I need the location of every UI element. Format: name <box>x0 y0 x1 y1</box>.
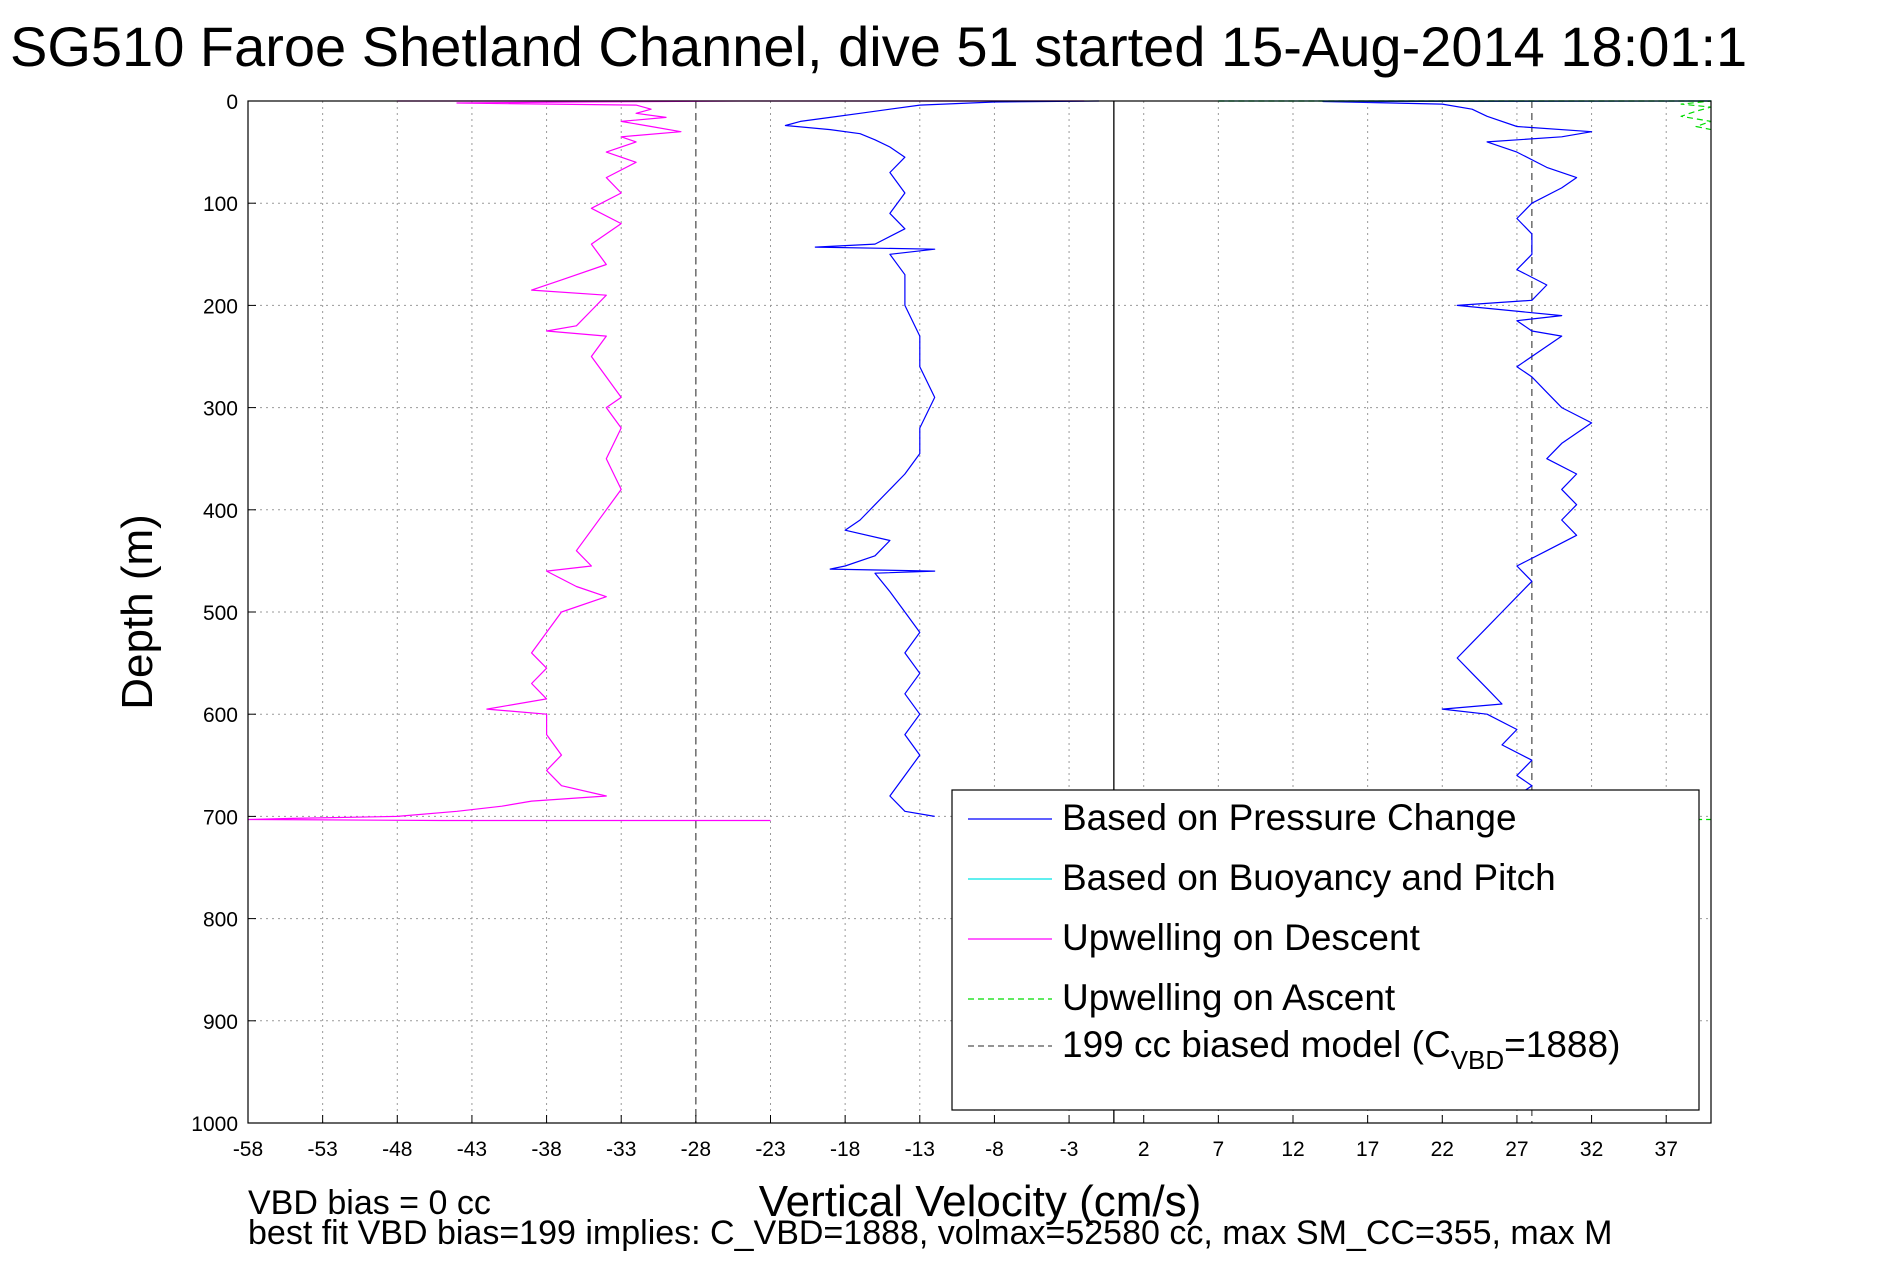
y-tick-label: 800 <box>203 909 238 932</box>
y-tick-label: 0 <box>226 91 238 114</box>
y-tick-label: 700 <box>203 806 238 829</box>
x-tick-label: -58 <box>233 1138 263 1161</box>
x-tick-label: -23 <box>755 1138 785 1161</box>
x-tick-label: -13 <box>905 1138 935 1161</box>
x-tick-label: 2 <box>1138 1138 1150 1161</box>
series-line-pressure_ascent <box>1322 100 1712 817</box>
y-tick-label: 100 <box>203 193 238 216</box>
x-tick-label: 22 <box>1431 1138 1454 1161</box>
x-tick-label: -33 <box>606 1138 636 1161</box>
x-tick-label: -53 <box>307 1138 337 1161</box>
data-series <box>247 100 1712 822</box>
vbd-bias-note: VBD bias = 0 cc <box>248 1184 491 1222</box>
legend-box <box>951 789 1700 1111</box>
chart-title: SG510 Faroe Shetland Channel, dive 51 st… <box>10 15 1747 78</box>
axis-ticks: -58 -53 -48 -43 -38 -33 -28 -23 -18 -13 -8 -3 2 7 12 17… <box>191 91 1678 1161</box>
legend-label: Upwelling on Descent <box>1062 917 1421 958</box>
x-tick-label: -48 <box>382 1138 412 1161</box>
y-tick-label: 300 <box>203 398 238 421</box>
legend-label: Based on Pressure Change <box>1062 797 1517 838</box>
x-tick-label: -8 <box>985 1138 1004 1161</box>
x-tick-label: 37 <box>1655 1138 1678 1161</box>
x-tick-label: -3 <box>1060 1138 1079 1161</box>
y-tick-label: 500 <box>203 602 238 625</box>
series-line-upwelling_ascent <box>1218 100 1712 131</box>
x-tick-label: -28 <box>681 1138 711 1161</box>
x-tick-label: 12 <box>1281 1138 1304 1161</box>
legend: Based on Pressure Change Based on Buoyanc… <box>951 789 1700 1111</box>
best-fit-note: best fit VBD bias=199 implies: C_VBD=188… <box>248 1214 1612 1252</box>
x-tick-label: 17 <box>1356 1138 1379 1161</box>
y-tick-label: 200 <box>203 295 238 318</box>
x-tick-label: -43 <box>457 1138 487 1161</box>
x-tick-label: 27 <box>1505 1138 1528 1161</box>
x-tick-label: 32 <box>1580 1138 1603 1161</box>
series-line-pressure_descent <box>784 100 1099 817</box>
x-tick-label: 7 <box>1213 1138 1225 1161</box>
y-tick-label: 600 <box>203 704 238 727</box>
x-tick-label: -18 <box>830 1138 860 1161</box>
y-tick-label: 1000 <box>191 1113 238 1136</box>
y-tick-label: 400 <box>203 500 238 523</box>
y-axis-label: Depth (m) <box>113 514 162 710</box>
x-tick-label: -38 <box>531 1138 561 1161</box>
x-axis-label: Vertical Velocity (cm/s) <box>759 1177 1202 1226</box>
y-tick-label: 900 <box>203 1011 238 1034</box>
legend-label: Upwelling on Ascent <box>1062 977 1396 1018</box>
legend-label: Based on Buoyancy and Pitch <box>1062 857 1556 898</box>
series-line-upwelling_descent <box>247 100 1085 822</box>
